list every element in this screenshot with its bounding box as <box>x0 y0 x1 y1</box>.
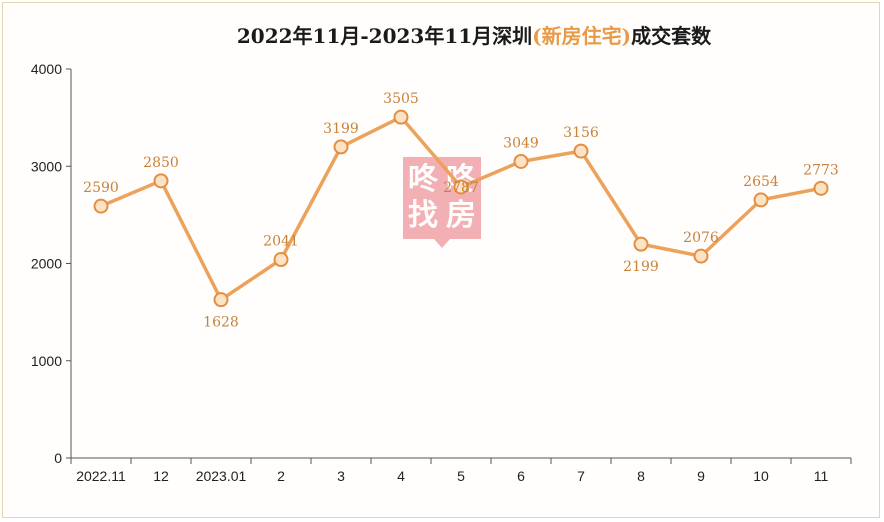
x-tick-label: 4 <box>397 468 405 484</box>
watermark-char-1: 咚 <box>408 162 439 197</box>
x-tick-label: 8 <box>637 468 645 484</box>
data-label: 2041 <box>263 234 299 250</box>
x-tick-label: 12 <box>153 468 169 484</box>
x-tick-label: 7 <box>577 468 585 484</box>
x-tick-label: 2023.01 <box>196 468 247 484</box>
data-point <box>273 252 289 268</box>
x-tick-label: 6 <box>517 468 525 484</box>
data-label: 2654 <box>743 174 779 190</box>
x-axis: 2022.11 12 2023.01 2 3 4 5 6 7 8 9 10 11 <box>70 457 852 484</box>
watermark-char-4: 房 <box>446 198 476 233</box>
y-tick-label: 3000 <box>31 158 62 174</box>
data-label: 3049 <box>503 135 539 151</box>
data-point <box>513 153 529 169</box>
watermark-logo: 咚 咚 找 房 <box>403 157 481 248</box>
data-label: 2773 <box>803 162 839 178</box>
series-markers <box>93 109 829 308</box>
data-point <box>753 192 769 208</box>
y-tick-label: 4000 <box>31 61 62 77</box>
y-tick-label: 1000 <box>31 353 62 369</box>
x-tick-label: 2 <box>277 468 285 484</box>
x-tick-label: 2022.11 <box>76 468 126 484</box>
data-point <box>153 173 169 189</box>
data-point <box>333 139 349 155</box>
chart-title-part-3: 成交套数 <box>631 24 712 48</box>
data-point <box>93 198 109 214</box>
data-point <box>393 109 409 125</box>
y-tick-label: 0 <box>54 450 62 466</box>
data-label: 2590 <box>83 180 119 196</box>
data-point <box>693 248 709 264</box>
data-label: 3199 <box>323 121 359 137</box>
data-point <box>813 180 829 196</box>
data-label: 2850 <box>143 155 179 171</box>
x-tick-label: 3 <box>337 468 345 484</box>
data-labels: 2590 2850 1628 2041 3199 3505 2787 3049 3156 2199… <box>83 91 839 331</box>
chart-title-part-1: 2022年11月-2023年11月深圳 <box>237 24 532 48</box>
x-tick-label: 5 <box>457 468 465 484</box>
watermark-char-3: 找 <box>408 198 438 233</box>
data-label: 3505 <box>383 91 419 107</box>
line-chart: 2022年11月-2023年11月深圳(新房住宅)成交套数 咚 咚 找 房 0 1… <box>31 24 852 484</box>
data-point <box>633 236 649 252</box>
x-tick-label: 10 <box>753 468 769 484</box>
data-label: 3156 <box>563 125 599 141</box>
data-point <box>453 179 469 195</box>
data-point <box>213 292 229 308</box>
chart-title-part-2: (新房住宅) <box>532 24 631 48</box>
x-tick-label: 9 <box>697 468 705 484</box>
data-point <box>573 143 589 159</box>
data-label: 2787 <box>443 180 479 196</box>
data-label: 1628 <box>203 315 239 331</box>
chart-title: 2022年11月-2023年11月深圳(新房住宅)成交套数 <box>237 24 712 48</box>
x-tick-label: 11 <box>814 468 829 484</box>
y-tick-label: 2000 <box>31 256 62 272</box>
y-axis: 0 1000 2000 3000 4000 <box>31 61 72 466</box>
data-label: 2076 <box>683 230 719 246</box>
data-label: 2199 <box>623 259 659 275</box>
